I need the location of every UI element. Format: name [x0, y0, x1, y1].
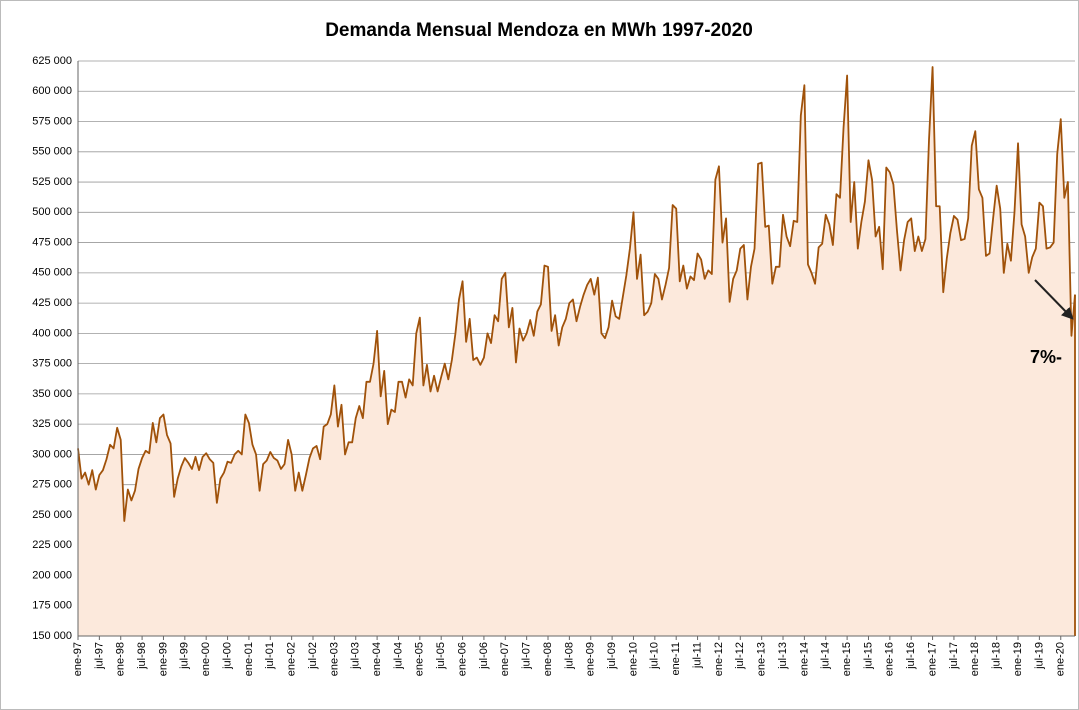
x-tick-label: ene-13 — [756, 642, 768, 676]
x-tick-label: ene-15 — [841, 642, 853, 676]
y-tick-label: 450 000 — [32, 267, 72, 279]
y-tick-label: 425 000 — [32, 297, 72, 309]
y-tick-label: 350 000 — [32, 388, 72, 400]
x-tick-label: jul-15 — [862, 642, 874, 670]
y-tick-label: 600 000 — [32, 85, 72, 97]
x-tick-label: ene-07 — [499, 642, 511, 676]
x-tick-label: jul-16 — [905, 642, 917, 670]
y-tick-label: 550 000 — [32, 146, 72, 158]
x-tick-label: ene-18 — [969, 642, 981, 676]
x-tick-label: ene-11 — [670, 642, 682, 675]
x-tick-label: jul-00 — [221, 642, 233, 670]
y-tick-label: 150 000 — [32, 630, 72, 642]
x-tick-label: ene-06 — [456, 642, 468, 676]
x-tick-label: ene-19 — [1012, 642, 1024, 676]
x-tick-label: jul-06 — [478, 642, 490, 670]
line — [77, 66, 1076, 522]
x-tick-label: ene-12 — [713, 642, 725, 676]
y-tick-label: 625 000 — [32, 55, 72, 67]
x-tick-label: ene-00 — [200, 642, 212, 676]
x-tick-label: jul-09 — [606, 642, 618, 670]
chart-title: Demanda Mensual Mendoza en MWh 1997-2020 — [325, 20, 753, 41]
x-tick-label: ene-17 — [926, 642, 938, 676]
y-tick-label: 300 000 — [32, 448, 72, 460]
x-tick-label: ene-09 — [585, 642, 597, 676]
y-tick-label: 525 000 — [32, 176, 72, 188]
x-tick-label: jul-99 — [179, 642, 191, 670]
x-tick-label: jul-05 — [435, 642, 447, 670]
y-tick-label: 500 000 — [32, 206, 72, 218]
annotation: 7%- — [1030, 347, 1062, 367]
y-tick-label: 575 000 — [32, 115, 72, 127]
x-tick-label: ene-98 — [115, 642, 127, 676]
x-tick-label: ene-02 — [286, 642, 298, 676]
x-tick-label: jul-08 — [563, 642, 575, 670]
x-tick-label: ene-04 — [371, 642, 383, 676]
x-tick-label: jul-13 — [777, 642, 789, 670]
x-tick-label: ene-03 — [328, 642, 340, 676]
y-tick-label: 225 000 — [32, 539, 72, 551]
x-tick-label: jul-07 — [521, 642, 533, 670]
x-tick-label: ene-10 — [627, 642, 639, 676]
x-tick-label: ene-05 — [414, 642, 426, 676]
x-tick-label: jul-11 — [691, 642, 703, 669]
x-tick-label: ene-16 — [884, 642, 896, 676]
x-tick-label: jul-97 — [93, 642, 105, 670]
y-tick-label: 175 000 — [32, 600, 72, 612]
x-tick-label: ene-01 — [243, 642, 255, 676]
x-tick-label: jul-12 — [734, 642, 746, 670]
y-tick-label: 475 000 — [32, 236, 72, 248]
x-tick-label: ene-99 — [157, 642, 169, 676]
x-tick-label: ene-14 — [798, 642, 810, 676]
x-tick-label: jul-18 — [991, 642, 1003, 670]
y-tick-label: 275 000 — [32, 479, 72, 491]
x-tick-label: ene-20 — [1055, 642, 1067, 676]
x-tick-label: jul-03 — [350, 642, 362, 670]
x-tick-label: jul-14 — [820, 642, 832, 670]
x-tick-label: ene-97 — [72, 642, 84, 676]
y-tick-label: 250 000 — [32, 509, 72, 521]
x-tick-label: jul-01 — [264, 642, 276, 670]
area — [78, 67, 1075, 637]
x-tick-label: jul-19 — [1033, 642, 1045, 670]
x-tick-label: jul-10 — [649, 642, 661, 670]
x-tick-label: jul-98 — [136, 642, 148, 670]
plot: ene-97 jul-97 ene-98 jul-98 ene-99 jul-99 ene-… — [72, 61, 1076, 676]
y-tick-label: 400 000 — [32, 327, 72, 339]
annotation-arrow — [1034, 279, 1074, 320]
x-tick-label: jul-04 — [392, 642, 404, 670]
y-tick-label: 375 000 — [32, 358, 72, 370]
x-tick-label: jul-02 — [307, 642, 319, 670]
x-tick-label: ene-08 — [542, 642, 554, 676]
y-tick-label: 200 000 — [32, 569, 72, 581]
y-tick-label: 325 000 — [32, 418, 72, 430]
x-tick-label: jul-17 — [948, 642, 960, 670]
